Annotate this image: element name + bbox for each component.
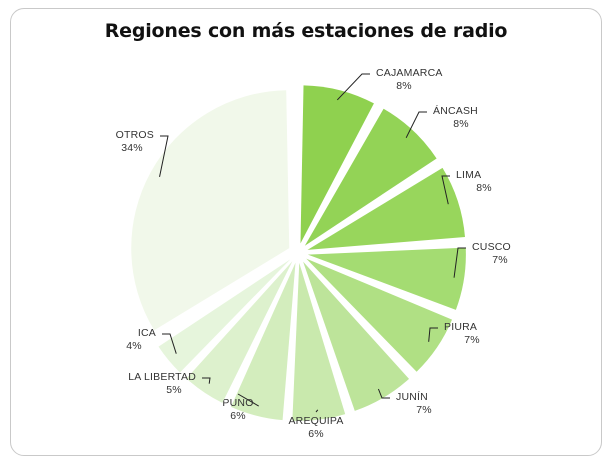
- pie-slice-piura: [306, 258, 453, 372]
- slice-value-label: 34%: [121, 142, 143, 154]
- pie-slice-puno: [230, 262, 296, 421]
- slice-label: PUNO: [222, 397, 253, 409]
- leader-line: [453, 247, 466, 278]
- slice-value-label: 6%: [308, 428, 324, 440]
- leader-line: [237, 393, 259, 407]
- slice-value-label: 7%: [492, 254, 508, 266]
- slice-label: ICA: [138, 327, 156, 339]
- slice-label: CAJAMARCA: [376, 67, 443, 79]
- slice-value-label: 8%: [453, 118, 469, 130]
- slice-value-label: 7%: [416, 404, 432, 416]
- leader-line: [336, 73, 370, 101]
- pie-slice-la-libertad: [186, 261, 293, 403]
- slice-label: LA LIBERTAD: [128, 371, 196, 383]
- leader-line: [441, 175, 450, 205]
- slice-label: ÁNCASH: [433, 104, 478, 117]
- slice-label: OTROS: [116, 129, 154, 141]
- pie-slice-otros: [131, 90, 290, 331]
- leader-line: [428, 327, 438, 342]
- slice-value-label: 5%: [166, 384, 182, 396]
- slice-value-label: 7%: [464, 334, 480, 346]
- leader-line: [377, 388, 390, 399]
- slice-value-label: 8%: [476, 182, 492, 194]
- pie-slice-áncash: [304, 108, 437, 246]
- chart-title: Regiones con más estaciones de radio: [104, 20, 508, 42]
- slice-value-label: 4%: [126, 340, 142, 352]
- slice-label: LIMA: [456, 169, 481, 181]
- slice-label: PIURA: [444, 321, 477, 333]
- leader-line: [405, 111, 427, 139]
- slice-value-label: 8%: [396, 80, 412, 92]
- pie-slice-arequipa: [292, 262, 346, 421]
- pie-slice-ica: [158, 259, 291, 373]
- leader-line: [159, 135, 169, 177]
- pie-slice-lima: [307, 167, 465, 250]
- leader-line: [202, 377, 211, 384]
- slice-label: JUNÍN: [396, 390, 428, 403]
- leader-line: [162, 333, 177, 354]
- slice-label: AREQUIPA: [288, 415, 343, 427]
- pie-slice-cusco: [307, 247, 466, 310]
- leader-line: [315, 409, 319, 413]
- slice-label: CUSCO: [472, 241, 511, 253]
- slice-value-label: 6%: [230, 410, 246, 422]
- pie-slice-cajamarca: [300, 85, 374, 244]
- pie-slice-junín: [303, 261, 410, 411]
